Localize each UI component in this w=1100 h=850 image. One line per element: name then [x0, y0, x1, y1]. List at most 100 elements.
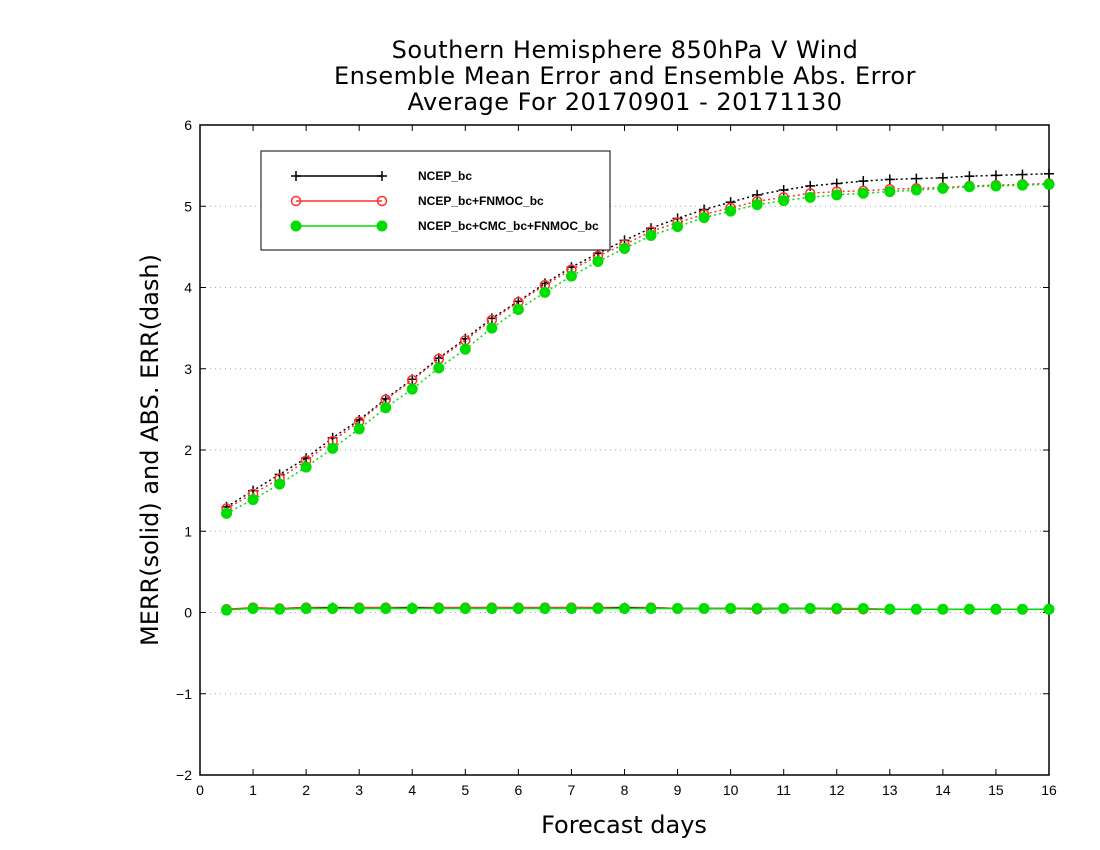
- chart-title-line-2: Ensemble Mean Error and Ensemble Abs. Er…: [334, 62, 916, 90]
- abs-err-point: [990, 180, 1002, 192]
- x-tick-label: 2: [302, 782, 310, 798]
- x-tick-label: 8: [621, 782, 629, 798]
- x-tick-label: 7: [568, 782, 576, 798]
- mean-err-point: [380, 602, 392, 614]
- mean-err-point: [433, 602, 445, 614]
- abs-err-point: [353, 423, 365, 435]
- abs-err-point: [964, 171, 975, 182]
- y-tick-label: 3: [184, 361, 192, 377]
- abs-err-point: [858, 176, 869, 187]
- legend-marker: [376, 220, 388, 232]
- mean-err-point: [990, 603, 1002, 615]
- abs-err-point: [1044, 168, 1054, 179]
- abs-err-point: [380, 402, 392, 414]
- abs-err-point: [645, 230, 657, 241]
- x-tick-label: 11: [776, 782, 791, 798]
- abs-err-point: [751, 199, 763, 211]
- x-tick-label: 4: [408, 782, 416, 798]
- chart-title-line-1: Southern Hemisphere 850hPa V Wind: [391, 36, 859, 64]
- abs-err-point: [910, 184, 922, 196]
- mean-err-point: [406, 602, 418, 614]
- abs-err-point: [857, 187, 869, 199]
- abs-err-point: [1016, 179, 1028, 191]
- abs-err-point: [963, 181, 975, 193]
- abs-err-point: [247, 494, 259, 506]
- abs-err-point: [752, 189, 763, 200]
- gridlines: [200, 205, 1049, 695]
- mean-err-point: [1016, 603, 1028, 615]
- legend-marker: [291, 171, 301, 181]
- mean-err-point: [778, 602, 790, 614]
- abs-err-point: [327, 442, 339, 454]
- abs-err-point: [459, 343, 471, 355]
- abs-err-point: [831, 189, 843, 201]
- x-tick-label: 9: [674, 782, 682, 798]
- y-tick-label: −1: [176, 686, 192, 702]
- abs-err-point: [619, 243, 630, 254]
- abs-err-point: [937, 172, 948, 183]
- chart-title-line-3: Average For 20170901 - 20171130: [407, 88, 843, 116]
- mean-err-point: [512, 602, 524, 614]
- abs-err-point: [725, 197, 736, 208]
- abs-err-point: [274, 478, 286, 490]
- legend-entry: NCEP_bc+FNMOC_bc: [290, 194, 544, 208]
- legend-marker: [290, 220, 302, 232]
- mean-err-point: [937, 603, 949, 615]
- series-mean-err-line: [226, 607, 1049, 611]
- x-tick-label: 6: [514, 782, 522, 798]
- abs-err-point: [433, 362, 445, 374]
- abs-err-point: [778, 195, 790, 207]
- mean-err-point: [831, 602, 843, 614]
- legend-entry: NCEP_bc: [291, 169, 472, 183]
- series-2: [221, 178, 1055, 616]
- mean-err-point: [804, 602, 816, 614]
- y-tick-label: 0: [184, 605, 192, 621]
- mean-err-point: [910, 603, 922, 615]
- mean-err-point: [672, 602, 684, 614]
- mean-err-point: [751, 602, 763, 614]
- x-tick-label: 1: [249, 782, 257, 798]
- mean-err-point: [963, 603, 975, 615]
- mean-err-point: [274, 603, 286, 615]
- mean-err-point: [884, 603, 896, 615]
- abs-err-point: [300, 461, 312, 473]
- abs-err-point: [565, 270, 577, 282]
- x-tick-label: 5: [461, 782, 469, 798]
- abs-err-point: [1017, 169, 1028, 180]
- legend-marker: [290, 195, 302, 207]
- abs-err-point: [512, 303, 524, 315]
- mean-err-point: [857, 602, 869, 614]
- y-tick-label: 1: [184, 523, 192, 539]
- x-tick-label: 16: [1041, 782, 1057, 798]
- mean-err-point: [698, 602, 710, 614]
- mean-err-point: [486, 602, 498, 614]
- x-tick-label: 13: [882, 782, 898, 798]
- mean-err-point: [725, 602, 737, 614]
- y-tick-label: −2: [176, 767, 192, 783]
- abs-err-point: [486, 322, 498, 334]
- mean-err-point: [247, 602, 259, 614]
- mean-err-point: [619, 602, 630, 614]
- abs-err-point: [884, 186, 896, 198]
- legend-marker: [377, 171, 387, 181]
- legend-label: NCEP_bc+CMC_bc+FNMOC_bc: [418, 219, 599, 233]
- y-tick-label: 4: [184, 280, 192, 296]
- mean-err-point: [459, 602, 471, 614]
- legend-entry: NCEP_bc+CMC_bc+FNMOC_bc: [290, 219, 599, 233]
- abs-err-point: [937, 182, 949, 194]
- abs-err-point: [539, 286, 551, 298]
- legend-label: NCEP_bc+FNMOC_bc: [418, 194, 544, 208]
- mean-err-point: [327, 602, 339, 614]
- x-tick-label: 3: [355, 782, 363, 798]
- abs-err-point: [698, 212, 710, 224]
- y-tick-label: 6: [184, 117, 192, 133]
- abs-err-point: [911, 173, 922, 184]
- mean-err-point: [221, 604, 233, 616]
- abs-err-point: [672, 221, 684, 233]
- x-axis-title: Forecast days: [541, 811, 707, 839]
- legend: NCEP_bc NCEP_bc+FNMOC_bc NCEP_bc+CMC_bc+FN…: [260, 150, 611, 251]
- series-group: [221, 168, 1055, 616]
- mean-err-point: [1043, 603, 1055, 615]
- mean-err-point: [592, 602, 604, 614]
